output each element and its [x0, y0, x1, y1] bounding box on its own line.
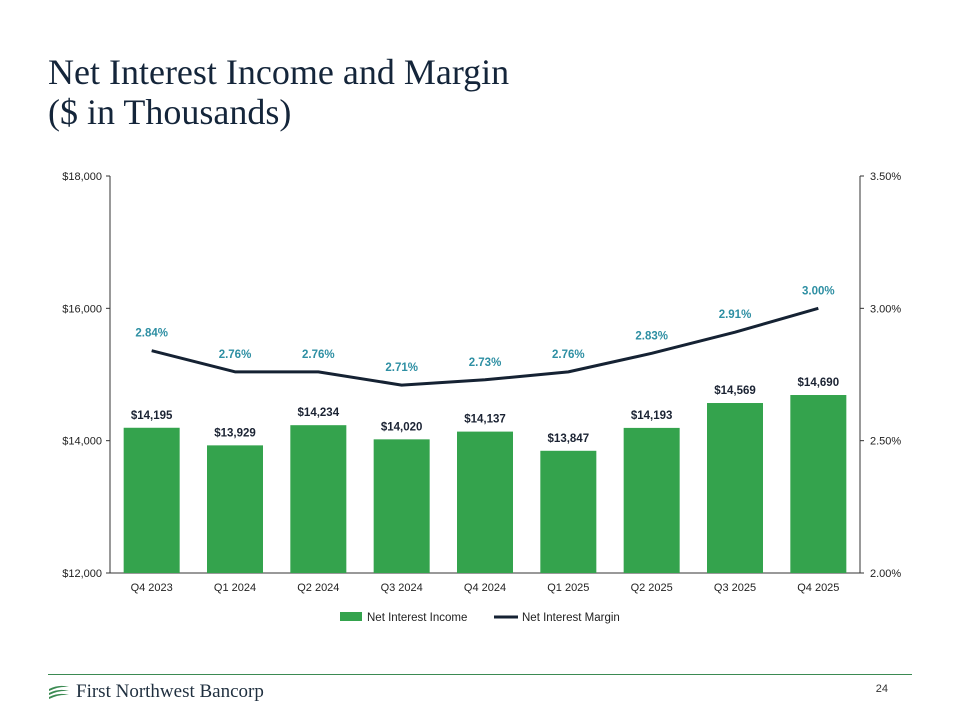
margin-line: [151, 306, 819, 387]
x-tick-label: Q4 2023: [131, 582, 173, 594]
bar-data-label: $14,137: [464, 414, 506, 426]
bar-data-label: $14,020: [381, 421, 423, 433]
bar: [290, 425, 347, 573]
bar-data-label: $13,847: [548, 433, 590, 445]
y-right-tick-label: 2.50%: [870, 436, 901, 448]
bar-data-label: $14,569: [714, 385, 756, 397]
margin-data-label: 2.91%: [719, 309, 752, 321]
page-title-line1: Net Interest Income and Margin: [48, 52, 510, 92]
x-tick-label: Q4 2024: [464, 582, 506, 594]
y-right-tick-label: 2.00%: [870, 568, 901, 580]
bar: [123, 427, 180, 573]
legend-swatch-net-interest-income: [340, 612, 362, 621]
x-tick-label: Q2 2025: [631, 582, 673, 594]
bar-data-label: $14,234: [298, 407, 340, 419]
x-tick-label: Q3 2024: [381, 582, 423, 594]
bar: [373, 439, 430, 573]
page-number: 24: [875, 683, 888, 695]
y-right-tick-label: 3.00%: [870, 303, 901, 315]
bar: [540, 450, 597, 573]
page-title-line2: ($ in Thousands): [48, 92, 292, 132]
y-left-tick-label: $16,000: [62, 303, 102, 315]
margin-data-label: 3.00%: [802, 285, 835, 297]
margin-data-label: 2.73%: [469, 357, 502, 369]
margin-data-label: 2.76%: [552, 349, 585, 361]
x-tick-label: Q4 2025: [797, 582, 839, 594]
y-left-tick-label: $14,000: [62, 436, 102, 448]
y-left-tick-label: $18,000: [62, 171, 102, 183]
footer-divider: [48, 674, 912, 675]
bar: [457, 431, 513, 573]
bar-data-label: $14,193: [631, 410, 673, 422]
margin-data-label: 2.76%: [302, 349, 335, 361]
bar-data-label: $14,690: [798, 377, 840, 389]
company-logo: First Northwest Bancorp: [48, 680, 264, 704]
margin-data-label: 2.84%: [135, 328, 168, 340]
margin-data-label: 2.71%: [385, 362, 418, 374]
page-title: Net Interest Income and Margin ($ in Tho…: [48, 52, 509, 132]
bar: [707, 403, 763, 573]
x-tick-label: Q1 2024: [214, 582, 256, 594]
company-name: First Northwest Bancorp: [76, 681, 264, 702]
y-left-tick-label: $12,000: [62, 568, 102, 580]
x-tick-label: Q3 2025: [714, 582, 756, 594]
y-right-tick-label: 3.50%: [870, 171, 901, 183]
bar: [623, 427, 680, 573]
x-tick-label: Q2 2024: [297, 582, 339, 594]
bar: [790, 395, 847, 573]
bar-data-label: $14,195: [131, 410, 173, 422]
bar-data-label: $13,929: [214, 427, 256, 439]
legend-label-net-interest-margin: Net Interest Margin: [522, 612, 620, 624]
net-interest-chart: $12,000 $14,000 $16,000 $18,000 2.00% 2.50% 3.…: [62, 171, 901, 624]
legend-label-net-interest-income: Net Interest Income: [367, 612, 467, 624]
logo-mark-icon: [49, 685, 69, 699]
x-tick-label: Q1 2025: [547, 582, 589, 594]
bar: [207, 445, 263, 573]
margin-data-label: 2.76%: [219, 349, 252, 361]
margin-data-label: 2.83%: [635, 330, 668, 342]
